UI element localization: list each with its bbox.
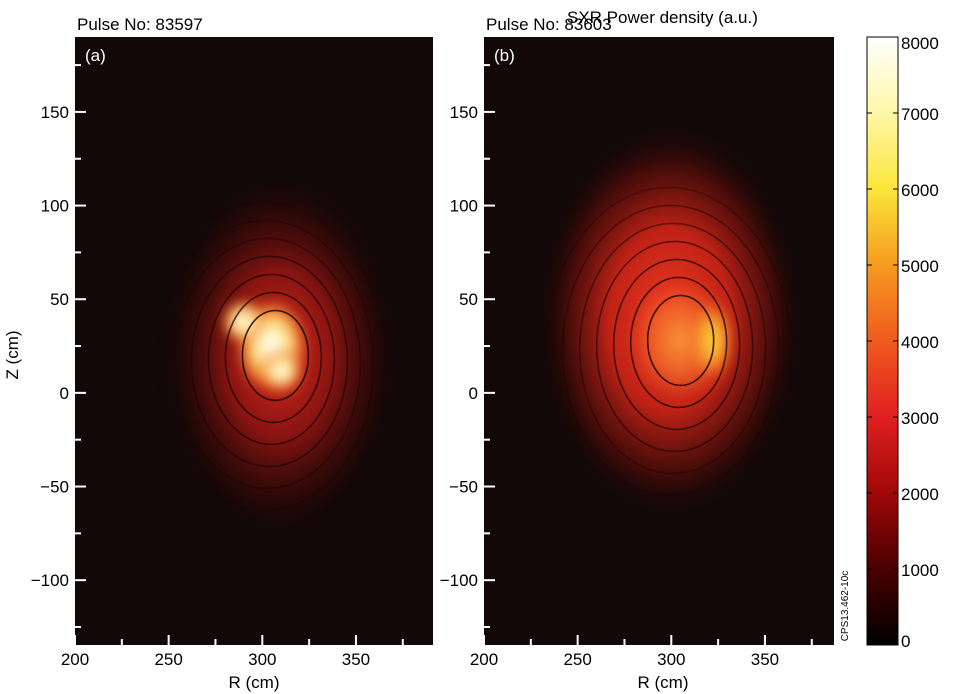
flux-contour-b-0 (646, 294, 715, 387)
x-tick-label-b-0: 200 (470, 650, 498, 669)
y-tick-label-b-2: 50 (459, 290, 478, 309)
panel-a-flux-contours (139, 201, 388, 534)
flux-contour-b-6 (544, 186, 793, 519)
colorbar-tick-label-5: 5000 (901, 257, 939, 276)
y-tick-label-b-0: 150 (450, 103, 478, 122)
panel-a-label: (a) (85, 46, 106, 65)
panel-b-x-label: R (cm) (638, 673, 689, 692)
x-tick-label-a-1: 250 (154, 650, 182, 669)
flux-contour-a-2 (207, 273, 336, 446)
emission-lobe-a-0 (259, 348, 304, 393)
panel-a-title: Pulse No: 83597 (77, 15, 203, 34)
colorbar-tick-label-4: 4000 (901, 333, 939, 352)
panel-a: Pulse No: 83597 (a) 150 100 50 0 −50 −100 200… (3, 15, 433, 692)
flux-contour-b-5 (561, 204, 780, 497)
colorbar-tick-label-8: 8000 (901, 34, 939, 53)
panel-a-x-label: R (cm) (229, 673, 280, 692)
flux-contour-a-1 (224, 291, 323, 424)
y-tick-label-b-3: 0 (469, 384, 478, 403)
flux-contour-a-4 (173, 237, 362, 490)
flux-contour-b-3 (595, 240, 754, 453)
colorbar-tick-label-2: 2000 (901, 485, 939, 504)
panel-b-x-axis: 200 250 300 350 (470, 635, 813, 669)
y-tick-label-a-2: 50 (50, 290, 69, 309)
x-tick-label-b-1: 250 (563, 650, 591, 669)
colorbar-tick-label-0: 0 (901, 632, 910, 651)
panel-b-y-axis: 150 100 50 0 −50 −100 (440, 64, 495, 628)
y-tick-label-b-4: −50 (449, 478, 478, 497)
y-tick-label-a-0: 150 (41, 103, 69, 122)
figure-id: CPS13.462-10c (840, 571, 851, 642)
colorbar-ticks: 0 1000 2000 3000 4000 5000 6000 7000 8000 (867, 34, 939, 651)
y-tick-label-a-5: −100 (31, 571, 69, 590)
colorbar-tick-label-7: 7000 (901, 105, 939, 124)
x-tick-label-b-3: 350 (751, 650, 779, 669)
panel-a-y-label: Z (cm) (3, 330, 22, 379)
colorbar-tick-label-1: 1000 (901, 561, 939, 580)
flux-contour-a-6 (139, 201, 388, 534)
panel-b-flux-contours (544, 186, 793, 519)
emission-peak-b (690, 298, 735, 383)
y-tick-label-b-5: −100 (440, 571, 478, 590)
x-tick-label-a-2: 300 (248, 650, 276, 669)
flux-contour-a-5 (156, 219, 375, 512)
flux-contour-b-1 (629, 276, 728, 409)
colorbar: SXR Power density (a.u.) 0 1000 2000 3000 40… (567, 8, 939, 651)
panel-b: Pulse No: 83603 (b) 150 100 50 0 −50 −100 200… (440, 15, 834, 692)
flux-contour-b-2 (612, 258, 741, 431)
panel-b-label: (b) (494, 46, 515, 65)
panel-a-x-axis: 200 250 300 350 (61, 635, 404, 669)
y-tick-label-b-1: 100 (450, 197, 478, 216)
flux-contour-a-3 (190, 255, 349, 468)
y-tick-label-a-3: 0 (60, 384, 69, 403)
x-tick-label-b-2: 300 (657, 650, 685, 669)
colorbar-title: SXR Power density (a.u.) (567, 8, 758, 27)
emission-lobe-a-1 (221, 299, 266, 344)
flux-contour-b-4 (578, 222, 767, 475)
x-tick-label-a-3: 350 (342, 650, 370, 669)
colorbar-tick-label-3: 3000 (901, 409, 939, 428)
y-tick-label-a-4: −50 (40, 478, 69, 497)
flux-contour-a-0 (241, 309, 310, 402)
colorbar-tick-label-6: 6000 (901, 181, 939, 200)
panel-a-y-axis: 150 100 50 0 −50 −100 (31, 64, 86, 628)
y-tick-label-a-1: 100 (41, 197, 69, 216)
panel-b-title: Pulse No: 83603 (486, 15, 612, 34)
x-tick-label-a-0: 200 (61, 650, 89, 669)
